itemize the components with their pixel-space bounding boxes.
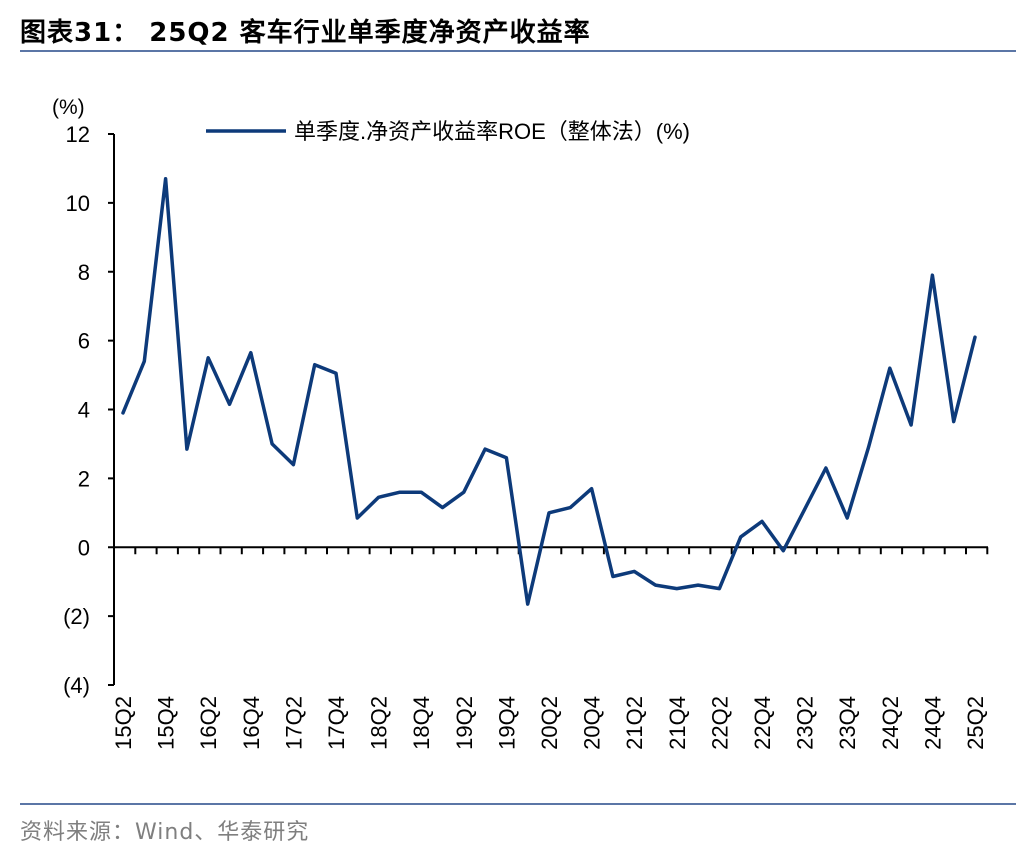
x-tick-label: 19Q4 [494,696,519,750]
y-tick-label: 2 [78,466,90,491]
y-tick-label: 6 [78,329,90,354]
x-tick-label: 15Q4 [154,696,179,750]
x-tick-label: 18Q4 [409,696,434,750]
x-axis-ticks: 15Q2 15Q4 16Q2 16Q4 17Q2 17Q4 18Q2 18Q4 19Q2 19Q4… [111,547,989,750]
x-tick-label: 19Q2 [452,696,477,750]
y-tick-label: 4 [78,398,90,423]
x-tick-label: 23Q2 [793,696,818,750]
source-note: 资料来源：Wind、华泰研究 [20,820,310,845]
figure-title: 图表31： 25Q2 客车行业单季度净资产收益率 [20,18,591,48]
x-tick-label: 15Q2 [111,696,136,750]
y-unit-label: (%) [52,96,85,119]
y-tick-label: 8 [78,260,90,285]
x-tick-label: 16Q2 [196,696,221,750]
source-divider [20,803,1016,805]
x-tick-label: 17Q4 [324,696,349,750]
title-divider [20,50,1016,52]
x-tick-label: 22Q2 [707,696,732,750]
x-tick-label: 20Q2 [537,696,562,750]
y-tick-label: 12 [66,122,90,147]
y-axis-ticks: 12 10 8 6 4 2 0 (2) (4) [63,122,114,698]
x-tick-label: 25Q2 [963,696,988,750]
x-tick-label: 22Q4 [750,696,775,750]
chart-axes [113,134,988,685]
roe-series-line [121,177,977,606]
x-tick-label: 16Q4 [239,696,264,750]
roe-line-chart: 12 10 8 6 4 2 0 (2) (4) 15Q2 15Q4 16Q2 16Q4 17Q2 17Q4… [52,96,989,750]
x-tick-label: 20Q4 [580,696,605,750]
y-tick-label: 10 [66,191,90,216]
x-tick-label: 21Q2 [622,696,647,750]
y-tick-label: 0 [78,535,90,560]
legend-label: 单季度.净资产收益率ROE（整体法）(%) [294,119,690,144]
x-tick-label: 24Q2 [878,696,903,750]
chart-series [121,177,977,606]
x-tick-label: 17Q2 [281,696,306,750]
x-tick-label: 21Q4 [665,696,690,750]
x-tick-label: 23Q4 [835,696,860,750]
x-tick-label: 24Q4 [920,696,945,750]
chart-legend: 单季度.净资产收益率ROE（整体法）(%) [206,119,690,144]
y-tick-label: (4) [63,673,90,698]
y-tick-label: (2) [63,604,90,629]
x-tick-label: 18Q2 [367,696,392,750]
